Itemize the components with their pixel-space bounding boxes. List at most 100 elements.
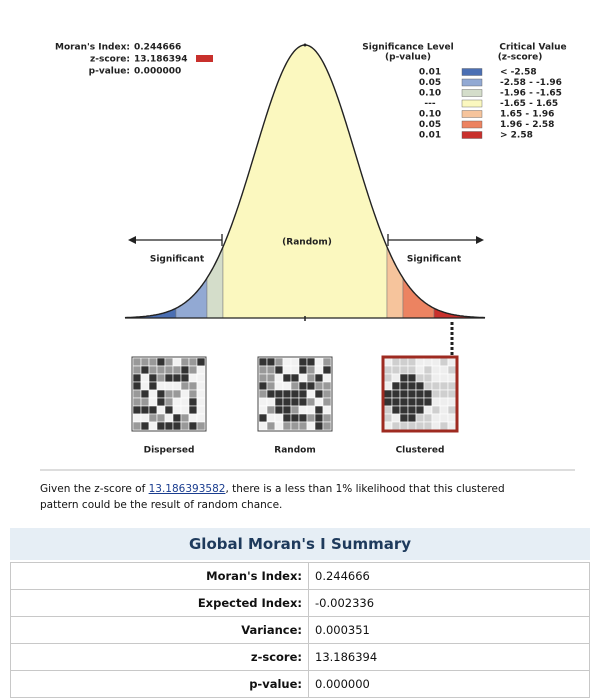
map-cell bbox=[266, 357, 276, 367]
summary-row: Variance: 0.000351 bbox=[10, 616, 590, 644]
map-cell bbox=[322, 405, 332, 415]
map-cell bbox=[423, 365, 433, 375]
map-cell bbox=[274, 381, 284, 391]
legend-swatch bbox=[461, 110, 483, 118]
map-cell bbox=[156, 413, 166, 423]
map-cell bbox=[399, 421, 409, 431]
map-label: Random bbox=[274, 446, 315, 456]
map-cell bbox=[383, 357, 393, 367]
map-cell bbox=[423, 389, 433, 399]
map-cell bbox=[447, 413, 457, 423]
map-cell bbox=[439, 421, 449, 431]
legend-swatch bbox=[461, 68, 483, 76]
map-cell bbox=[407, 381, 417, 391]
map-cell bbox=[447, 365, 457, 375]
map-cell bbox=[431, 405, 441, 415]
map-cell bbox=[132, 357, 142, 367]
map-thumbnail bbox=[257, 356, 333, 432]
map-cell bbox=[314, 365, 324, 375]
summary-label: Moran's Index: bbox=[10, 562, 309, 590]
map-cell bbox=[314, 389, 324, 399]
map-cell bbox=[391, 373, 401, 383]
z-score-link[interactable]: 13.186393582 bbox=[148, 483, 226, 495]
map-cell bbox=[415, 373, 425, 383]
map-cell bbox=[258, 365, 268, 375]
map-cell bbox=[180, 389, 190, 399]
map-cell bbox=[172, 357, 182, 367]
map-cell bbox=[407, 405, 417, 415]
map-cell bbox=[407, 413, 417, 423]
map-cell bbox=[258, 413, 268, 423]
map-cell bbox=[148, 405, 158, 415]
map-cell bbox=[156, 421, 166, 431]
map-cell bbox=[391, 413, 401, 423]
map-cell bbox=[266, 405, 276, 415]
map-cell bbox=[180, 405, 190, 415]
summary-value: 0.000000 bbox=[308, 670, 590, 698]
map-cell bbox=[188, 397, 198, 407]
map-cell bbox=[290, 405, 300, 415]
map-cell bbox=[383, 381, 393, 391]
map-cell bbox=[196, 397, 206, 407]
map-cell bbox=[383, 389, 393, 399]
map-cell bbox=[415, 421, 425, 431]
map-cell bbox=[399, 413, 409, 423]
curve-label: (Random) bbox=[282, 238, 332, 248]
map-cell bbox=[447, 397, 457, 407]
curve-region bbox=[206, 246, 224, 319]
map-cell bbox=[322, 381, 332, 391]
map-cell bbox=[407, 389, 417, 399]
map-cell bbox=[164, 421, 174, 431]
map-cell bbox=[132, 405, 142, 415]
legend-z: -1.65 - 1.65 bbox=[500, 99, 558, 109]
legend-sub: (z-score) bbox=[498, 53, 543, 63]
map-cell bbox=[164, 381, 174, 391]
map-cell bbox=[148, 389, 158, 399]
map-cell bbox=[164, 405, 174, 415]
map-cell bbox=[290, 357, 300, 367]
map-cell bbox=[196, 405, 206, 415]
curve-region bbox=[222, 44, 388, 319]
map-cell bbox=[383, 421, 393, 431]
map-cell bbox=[164, 397, 174, 407]
map-cell bbox=[399, 397, 409, 407]
map-cell bbox=[383, 413, 393, 423]
map-cell bbox=[290, 365, 300, 375]
map-cell bbox=[172, 413, 182, 423]
map-cell bbox=[415, 389, 425, 399]
map-cell bbox=[188, 373, 198, 383]
map-cell bbox=[282, 421, 292, 431]
map-cell bbox=[322, 421, 332, 431]
map-cell bbox=[148, 421, 158, 431]
map-cell bbox=[282, 405, 292, 415]
map-cell bbox=[399, 389, 409, 399]
map-cell bbox=[306, 357, 316, 367]
summary-value: 13.186394 bbox=[308, 643, 590, 671]
map-cell bbox=[298, 397, 308, 407]
map-cell bbox=[282, 389, 292, 399]
summary-value: 0.000351 bbox=[308, 616, 590, 644]
map-cell bbox=[196, 421, 206, 431]
map-cell bbox=[266, 397, 276, 407]
map-cell bbox=[314, 381, 324, 391]
map-cell bbox=[407, 421, 417, 431]
map-frame bbox=[381, 355, 459, 433]
map-cell bbox=[431, 357, 441, 367]
map-cell bbox=[196, 365, 206, 375]
map-cell bbox=[399, 381, 409, 391]
curve-region bbox=[386, 246, 404, 319]
map-cell bbox=[298, 405, 308, 415]
interpretation: Given the z-score of 13.186393582, there… bbox=[40, 481, 545, 513]
map-cell bbox=[164, 373, 174, 383]
map-cell bbox=[258, 357, 268, 367]
legend-p: 0.10 bbox=[419, 89, 441, 99]
map-cell bbox=[266, 373, 276, 383]
map-cell bbox=[196, 373, 206, 383]
map-cell bbox=[290, 381, 300, 391]
map-cell bbox=[164, 389, 174, 399]
map-cell bbox=[282, 365, 292, 375]
map-cell bbox=[391, 397, 401, 407]
map-cell bbox=[140, 397, 150, 407]
map-cell bbox=[266, 365, 276, 375]
legend-z: < -2.58 bbox=[500, 68, 537, 78]
